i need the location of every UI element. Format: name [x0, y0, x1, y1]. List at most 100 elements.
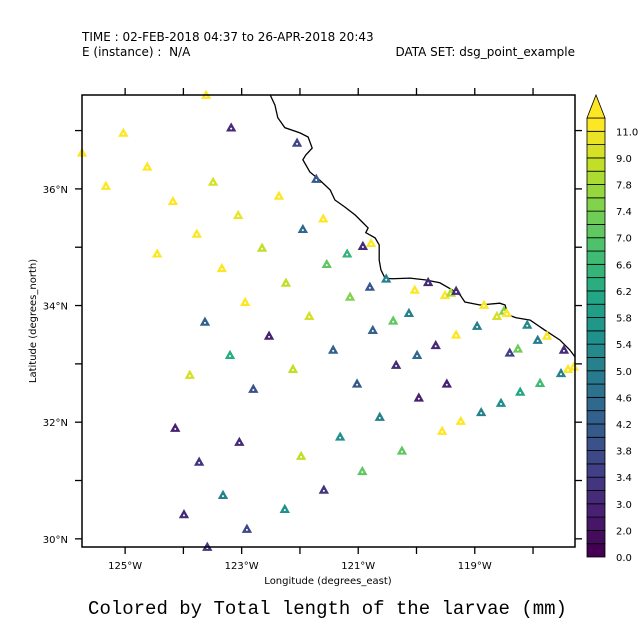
marker-center: [536, 339, 539, 342]
coastline-layer: [269, 94, 576, 358]
triangle-marker: [558, 344, 570, 354]
data-point: [207, 176, 219, 186]
colorbar-bin: [586, 490, 606, 505]
marker-center: [322, 489, 325, 492]
data-point: [396, 445, 408, 455]
colorbar-bin: [586, 476, 606, 491]
data-point: [311, 173, 322, 183]
marker-center: [567, 369, 570, 372]
marker-center: [198, 461, 201, 464]
instance-label: E (instance) : N/A: [82, 45, 191, 59]
marker-center: [332, 349, 335, 352]
colorbar-bin: [586, 396, 606, 412]
colorbar-bin: [586, 410, 606, 425]
x-tick-label: 119°W: [458, 561, 492, 572]
data-point: [263, 330, 275, 340]
colorbar-label: 3.8: [616, 447, 632, 458]
x-tick-label: 123°W: [225, 561, 259, 572]
triangle-marker: [367, 324, 378, 334]
data-point: [357, 240, 369, 250]
colorbar-label: 5.0: [616, 367, 632, 378]
data-point: [364, 281, 376, 291]
marker-center: [212, 181, 215, 184]
data-point: [365, 237, 377, 248]
marker-center: [434, 345, 437, 348]
marker-center: [238, 442, 241, 445]
marker-center: [562, 349, 565, 352]
colorbar-bin: [586, 157, 606, 172]
triangle-marker: [217, 489, 229, 499]
y-tick-label: 36°N: [43, 185, 68, 196]
colorbar-label: 3.4: [616, 473, 632, 484]
colorbar-bin: [586, 290, 606, 305]
marker-center: [195, 233, 198, 236]
triangle-marker: [374, 411, 385, 421]
triangle-marker: [241, 523, 253, 533]
colorbar-bin: [586, 130, 606, 146]
data-point: [478, 299, 490, 309]
data-point: [357, 465, 368, 476]
marker-center: [416, 355, 419, 358]
triangle-marker: [341, 248, 353, 258]
triangle-marker: [280, 277, 292, 287]
triangle-marker: [239, 296, 251, 306]
marker-center: [220, 268, 223, 271]
marker-center: [284, 282, 287, 285]
data-point: [351, 378, 363, 388]
marker-center: [427, 282, 430, 285]
marker-center: [230, 127, 233, 130]
data-point: [495, 397, 507, 407]
y-tick-label: 34°N: [43, 302, 68, 313]
triangle-marker: [142, 161, 153, 171]
data-point: [217, 489, 229, 499]
triangle-marker: [167, 195, 179, 206]
colorbar-label: 3.0: [616, 500, 632, 511]
marker-center: [229, 355, 232, 358]
triangle-marker: [409, 284, 420, 294]
data-point: [256, 242, 268, 252]
colorbar-bin: [586, 423, 606, 438]
marker-center: [392, 320, 395, 323]
triangle-marker: [170, 422, 181, 432]
data-point: [239, 296, 251, 306]
triangle-marker: [297, 223, 309, 234]
data-point: [411, 349, 423, 360]
triangle-marker: [216, 262, 228, 273]
marker-center: [371, 330, 374, 333]
marker-center: [104, 185, 107, 188]
marker-center: [455, 290, 458, 293]
triangle-marker: [234, 436, 245, 446]
colorbar-bin: [586, 317, 606, 332]
data-point: [118, 127, 129, 137]
triangle-marker: [441, 378, 452, 388]
data-point: [441, 378, 452, 388]
colorbar-bin: [586, 184, 606, 199]
marker-center: [361, 246, 364, 249]
colorbar-bin: [586, 516, 606, 531]
colorbar-label: 5.4: [616, 340, 632, 351]
triangle-marker: [304, 310, 315, 320]
marker-center: [261, 247, 264, 250]
colorbar-label: 7.0: [616, 234, 632, 245]
colorbar-label: 7.8: [616, 181, 632, 192]
data-point: [142, 161, 153, 171]
marker-center: [417, 397, 420, 400]
colorbar-label: 6.6: [616, 260, 632, 271]
triangle-marker: [199, 316, 211, 326]
plot-frame: [81, 94, 576, 548]
marker-center: [508, 352, 511, 355]
marker-center: [441, 430, 444, 433]
marker-center: [459, 421, 462, 424]
colorbar-bin: [586, 117, 606, 132]
data-point: [321, 258, 332, 269]
y-tick-label: 32°N: [43, 418, 68, 429]
colorbar-bin: [586, 543, 606, 558]
marker-center: [361, 471, 364, 474]
triangle-marker: [411, 349, 423, 360]
colorbar-bin: [586, 144, 606, 159]
data-point: [501, 307, 513, 318]
marker-center: [182, 514, 185, 517]
data-point: [193, 456, 205, 466]
data-point: [522, 319, 533, 329]
data-point: [390, 359, 402, 369]
